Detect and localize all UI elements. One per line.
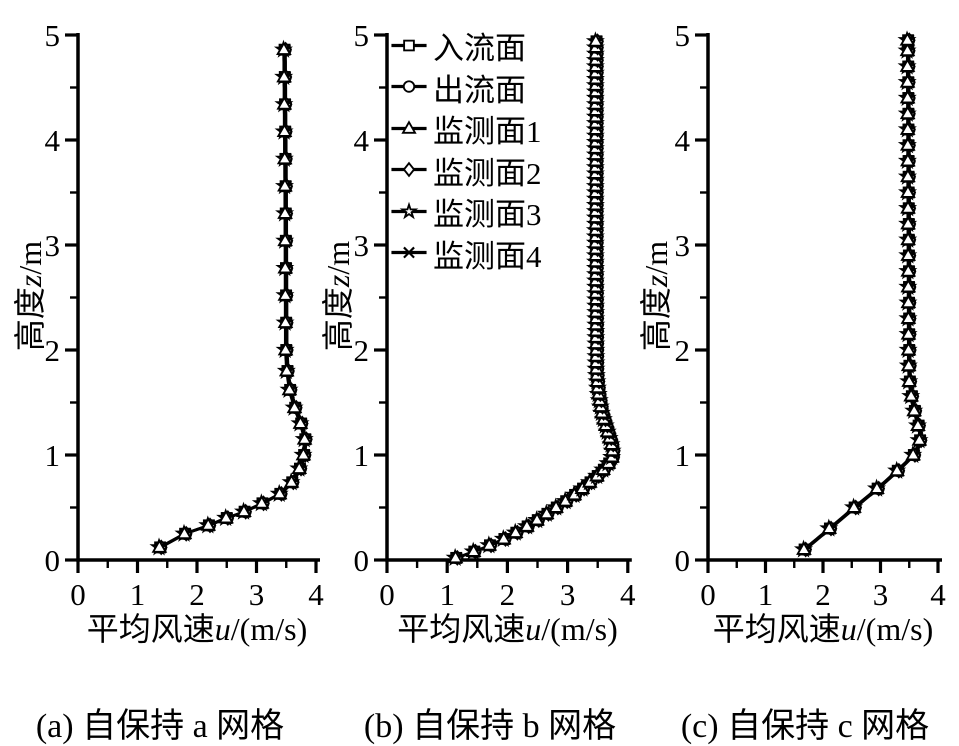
svg-text:1: 1 bbox=[758, 577, 774, 612]
svg-text:5: 5 bbox=[45, 18, 61, 53]
svg-text:5: 5 bbox=[354, 18, 370, 53]
x-axis-unit: /(m/s) bbox=[856, 611, 934, 647]
legend-item-inflow: 入流面 bbox=[391, 25, 542, 67]
square-marker-icon bbox=[391, 39, 427, 52]
circle-marker-icon bbox=[391, 80, 427, 93]
x-axis-unit: /(m/s) bbox=[230, 611, 308, 647]
caption-panel-b: (b) 自保持 b 网格 bbox=[363, 708, 617, 745]
svg-text:1: 1 bbox=[354, 438, 370, 473]
svg-text:1: 1 bbox=[45, 438, 61, 473]
y-axis-title-text: 高度 bbox=[320, 287, 356, 352]
panel-b-chart: 0 1 2 3 4 5 0 1 2 3 4 bbox=[354, 18, 637, 612]
svg-text:0: 0 bbox=[354, 543, 370, 578]
svg-text:4: 4 bbox=[354, 123, 370, 158]
x-axis-title-text: 平均风速 bbox=[397, 611, 526, 647]
svg-text:0: 0 bbox=[700, 577, 716, 612]
x-axis-unit: /(m/s) bbox=[541, 611, 618, 647]
x-axis-var: u bbox=[214, 611, 231, 647]
y-axis-unit: /m bbox=[320, 240, 356, 275]
y-axis-title-text: 高度 bbox=[12, 287, 48, 352]
y-axis-var: z bbox=[12, 274, 48, 288]
legend-item-outflow: 出流面 bbox=[391, 67, 542, 109]
svg-text:2: 2 bbox=[354, 333, 370, 368]
svg-text:3: 3 bbox=[675, 228, 691, 263]
caption-panel-c: (c) 自保持 c 网格 bbox=[680, 708, 930, 745]
panel-a-chart: 0 1 2 3 4 5 0 1 2 3 4 bbox=[45, 18, 325, 612]
legend-item-monitor4: 监测面4 bbox=[391, 233, 542, 275]
svg-text:2: 2 bbox=[189, 577, 205, 612]
svg-text:2: 2 bbox=[815, 577, 831, 612]
svg-text:3: 3 bbox=[560, 577, 576, 612]
svg-text:1: 1 bbox=[675, 438, 691, 473]
svg-text:0: 0 bbox=[70, 577, 86, 612]
svg-text:1: 1 bbox=[130, 577, 146, 612]
legend-label: 出流面 bbox=[433, 72, 526, 108]
y-axis-title-b: 高度z/m bbox=[313, 241, 359, 351]
caption-panel-a: (a) 自保持 a 网格 bbox=[35, 708, 285, 745]
x-axis-title-text: 平均风速 bbox=[86, 611, 215, 647]
star-marker-icon bbox=[391, 201, 427, 220]
y-axis-title-text: 高度 bbox=[638, 287, 674, 352]
y-axis-unit: /m bbox=[12, 240, 48, 275]
x-axis-var: u bbox=[525, 611, 542, 647]
svg-text:3: 3 bbox=[249, 577, 265, 612]
x-axis-title-a: 平均风速u/(m/s) bbox=[78, 608, 316, 650]
x-axis-title-c: 平均风速u/(m/s) bbox=[708, 608, 938, 650]
triangle-marker-icon bbox=[391, 120, 427, 134]
svg-text:0: 0 bbox=[45, 543, 61, 578]
svg-text:0: 0 bbox=[379, 577, 395, 612]
x-axis-title-text: 平均风速 bbox=[712, 611, 841, 647]
svg-text:1: 1 bbox=[439, 577, 455, 612]
svg-text:3: 3 bbox=[354, 228, 370, 263]
x-axis-var: u bbox=[840, 611, 857, 647]
panel-c-chart: 0 1 2 3 4 5 0 1 2 3 4 bbox=[675, 18, 947, 612]
svg-text:4: 4 bbox=[930, 577, 946, 612]
y-axis-var: z bbox=[320, 274, 356, 288]
legend-label: 监测面4 bbox=[433, 238, 542, 274]
legend-label: 监测面3 bbox=[433, 197, 542, 233]
legend-item-monitor1: 监测面1 bbox=[391, 108, 542, 150]
svg-text:4: 4 bbox=[620, 577, 636, 612]
legend-label: 监测面1 bbox=[433, 114, 542, 150]
y-axis-unit: /m bbox=[638, 240, 674, 275]
svg-text:3: 3 bbox=[45, 228, 61, 263]
svg-text:4: 4 bbox=[308, 577, 324, 612]
legend-label: 监测面2 bbox=[433, 155, 542, 191]
svg-text:3: 3 bbox=[873, 577, 889, 612]
y-axis-title-c: 高度z/m bbox=[631, 241, 677, 351]
legend-label: 入流面 bbox=[433, 31, 526, 67]
x-marker-icon bbox=[391, 246, 427, 259]
svg-text:0: 0 bbox=[675, 543, 691, 578]
y-axis-var: z bbox=[638, 274, 674, 288]
y-axis-title-a: 高度z/m bbox=[5, 241, 51, 351]
legend-item-monitor2: 监测面2 bbox=[391, 150, 542, 192]
legend-item-monitor3: 监测面3 bbox=[391, 191, 542, 233]
svg-text:2: 2 bbox=[500, 577, 516, 612]
svg-text:2: 2 bbox=[675, 333, 691, 368]
svg-text:4: 4 bbox=[675, 123, 691, 158]
svg-text:5: 5 bbox=[675, 18, 691, 53]
svg-text:4: 4 bbox=[45, 123, 61, 158]
x-axis-title-b: 平均风速u/(m/s) bbox=[387, 608, 628, 650]
legend: 入流面 出流面 监测面1 监测面2 监测面3 监测面4 bbox=[391, 25, 542, 274]
svg-text:2: 2 bbox=[45, 333, 61, 368]
diamond-marker-icon bbox=[391, 161, 427, 178]
